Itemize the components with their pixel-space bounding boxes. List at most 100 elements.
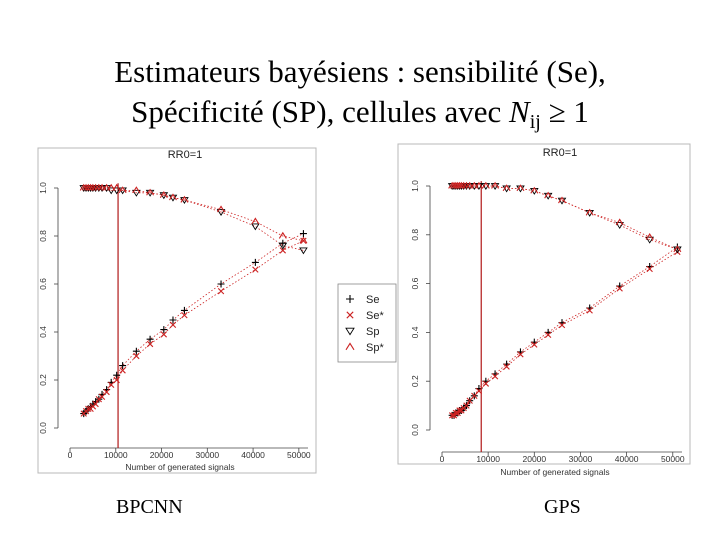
y-tick-label: 1.0: [38, 182, 48, 194]
point-sp-star: [278, 231, 287, 239]
point-se-star: [482, 380, 490, 387]
x-tick-label: 30000: [569, 454, 593, 464]
point-se-star: [491, 373, 499, 380]
point-sp: [216, 209, 226, 216]
point-sp-star: [118, 186, 127, 194]
point-sp-star: [217, 205, 226, 213]
point-se-star: [252, 266, 259, 273]
point-se-star: [146, 340, 154, 348]
y-tick-label: 0.0: [38, 422, 48, 434]
x-tick-label: 20000: [150, 450, 174, 460]
chart-title: RR0=1: [168, 149, 203, 161]
point-se: [132, 347, 140, 355]
point-sp-star: [299, 236, 308, 244]
x-tick-label: 40000: [615, 454, 639, 464]
x-tick-label: 10000: [104, 450, 128, 460]
point-se: [113, 371, 121, 379]
x-tick-label: 10000: [476, 454, 500, 464]
point-se-star: [181, 312, 188, 319]
series-line-se-star: [83, 240, 304, 414]
point-se-star: [85, 405, 92, 412]
title-line-2-prefix: Spécificité (SP), cellules avec: [131, 94, 510, 129]
point-sp-star: [132, 186, 141, 194]
point-se-star: [475, 387, 483, 395]
point-sp-star: [88, 183, 97, 191]
point-sp-star: [673, 245, 682, 253]
point-se-star: [452, 409, 460, 417]
point-sp: [106, 187, 116, 195]
point-sp-star: [146, 188, 155, 196]
point-se-star: [103, 388, 110, 396]
legend-marker-se: [346, 295, 354, 303]
point-sp-star: [180, 195, 189, 203]
point-se-star: [169, 321, 177, 328]
title-line-2-suffix: ≥ 1: [540, 94, 589, 129]
point-sp-star: [491, 181, 500, 189]
point-se: [146, 335, 154, 343]
y-tick-label: 0.2: [38, 374, 48, 386]
point-sp: [132, 189, 141, 197]
legend-label-sp-star: Sp*: [366, 342, 384, 354]
point-se-star: [586, 307, 593, 314]
chart-title: RR0=1: [543, 147, 578, 159]
point-sp-star: [462, 181, 471, 189]
point-sp-star: [91, 183, 100, 191]
point-sp: [251, 223, 260, 231]
point-se-star: [279, 247, 287, 254]
x-tick-label: 40000: [241, 450, 265, 460]
point-sp: [112, 187, 121, 195]
title-line-1: Estimateurs bayésiens : sensibilité (Se)…: [114, 54, 606, 89]
y-tick-label: 0.0: [410, 424, 420, 436]
point-se-star: [463, 402, 470, 409]
point-se-star: [503, 363, 510, 370]
point-sp-star: [169, 193, 177, 201]
point-sp-star: [107, 183, 116, 191]
legend-label-se: Se: [366, 294, 379, 306]
y-tick-label: 1.0: [410, 180, 420, 192]
slide-title: Estimateurs bayésiens : sensibilité (Se)…: [0, 52, 720, 142]
point-se-star: [544, 331, 552, 339]
legend-label-se-star: Se*: [366, 310, 384, 322]
point-se-star: [119, 367, 126, 374]
title-line-2: Spécificité (SP), cellules avec Nij ≥ 1: [0, 92, 720, 142]
title-subscript: ij: [529, 111, 541, 133]
legend-label-sp: Sp: [366, 326, 379, 338]
point-sp-star: [530, 186, 539, 194]
point-se-star: [113, 376, 120, 384]
point-se: [180, 306, 188, 314]
chart-frame: [397, 143, 691, 465]
point-se-star: [95, 396, 103, 403]
legend-marker-sp-star: [345, 342, 355, 351]
x-tick-label: 50000: [661, 454, 685, 464]
y-tick-label: 0.6: [38, 278, 48, 290]
point-sp: [278, 242, 288, 250]
point-sp-star: [159, 191, 168, 198]
point-se: [160, 326, 168, 334]
point-sp-star: [448, 181, 457, 189]
point-se-star: [646, 265, 653, 273]
point-sp: [645, 236, 655, 244]
x-axis-label: Number of generated signals: [125, 462, 234, 472]
legend-box: [337, 283, 397, 363]
point-se-star: [92, 400, 99, 408]
point-se-star: [160, 331, 168, 338]
x-tick-label: 20000: [522, 454, 546, 464]
point-sp-star: [481, 181, 490, 189]
point-se: [251, 258, 259, 266]
point-se: [119, 362, 127, 370]
legend-marker-sp: [345, 327, 355, 336]
x-tick-label: 0: [440, 454, 445, 464]
y-tick-label: 0.4: [410, 326, 420, 338]
y-tick-label: 0.6: [410, 277, 420, 289]
point-sp-star: [615, 218, 624, 226]
chart-frame: [37, 147, 317, 474]
chart-panel-1: RR0=1 0 10000 20000 30000 40000 50000 Number of…: [37, 147, 317, 474]
point-sp-star: [450, 181, 458, 189]
y-tick-label: 0.4: [38, 326, 48, 338]
point-se-star: [466, 397, 473, 404]
caption-bpcnn: BPCNN: [116, 496, 183, 518]
point-sp: [299, 247, 308, 255]
legend: Se Se* Sp Sp*: [337, 283, 397, 363]
point-se-star: [531, 341, 538, 348]
point-se: [299, 230, 307, 238]
